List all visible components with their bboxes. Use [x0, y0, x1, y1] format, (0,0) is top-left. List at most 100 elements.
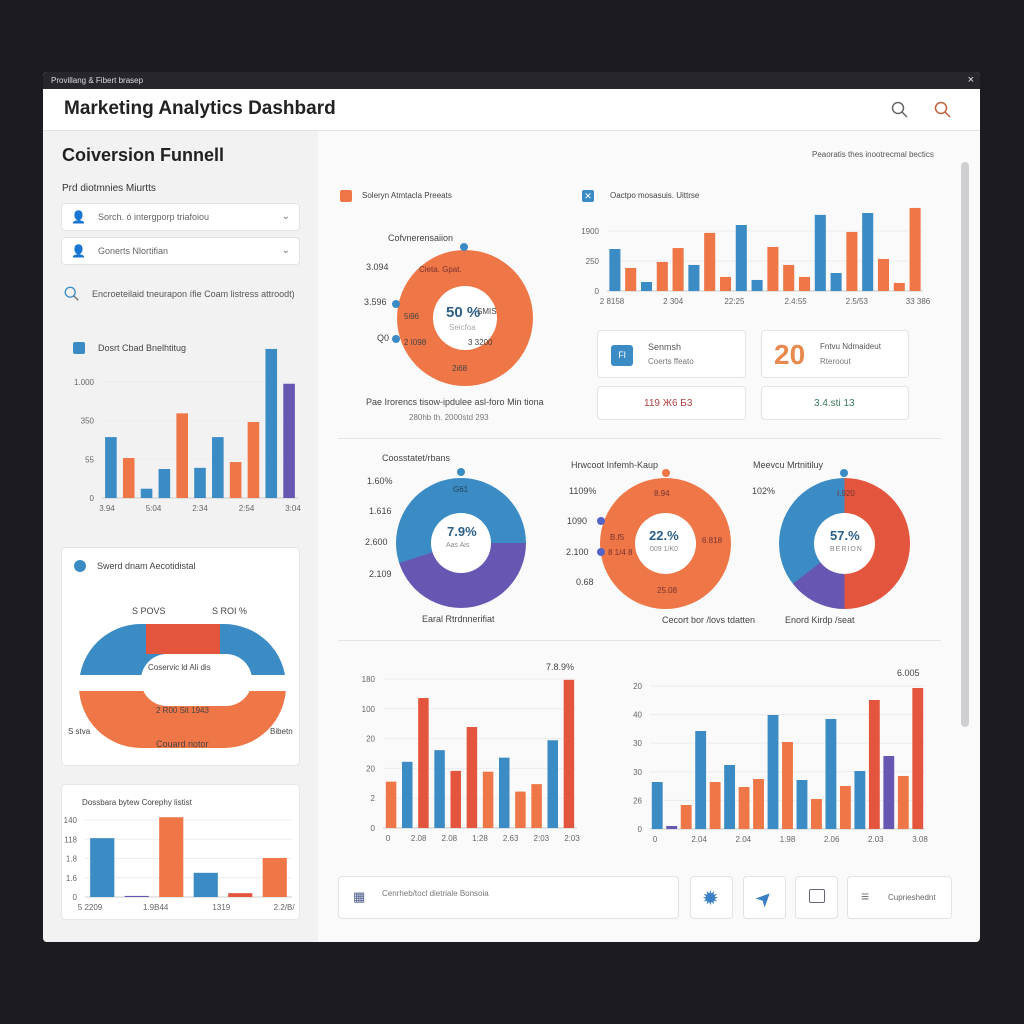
x-tick-label: 2.2/B/N — [274, 903, 295, 912]
donut-title: Cofvnerensaiion — [388, 233, 454, 243]
kpi-card[interactable]: 3.4.sti 13 — [761, 386, 909, 420]
donut-label: 2.109 — [369, 569, 392, 579]
screen-button[interactable] — [795, 876, 838, 919]
send-button[interactable]: ➤ — [743, 876, 786, 919]
bar — [825, 719, 837, 829]
bar — [751, 279, 763, 291]
x-tick-label: 1.9B44 — [143, 903, 169, 912]
donut-hole — [433, 286, 497, 350]
dropdown-1[interactable]: 👤 Sorch. ó intergporp triafoiou ⌄ — [61, 203, 300, 231]
search-bar[interactable]: ▦ Cenrheb/tocl dietriale Bonsoia — [338, 876, 679, 919]
y-tick-label: 30 — [633, 739, 642, 748]
x-tick-label: 2.4:55 — [784, 297, 807, 306]
bar-chart-left-bottom: 0 1.6 1.8 118 140 5 2209 1.9B44 1319 2.2/B/N — [64, 816, 295, 912]
y-tick-label: 1900 — [581, 227, 599, 236]
close-box-icon[interactable]: ✕ — [582, 190, 594, 202]
bar — [563, 679, 575, 828]
chevron-down-icon: ⌄ — [281, 211, 290, 222]
donut-center-value: 7.9% — [447, 524, 477, 539]
y-tick-label: 118 — [64, 835, 77, 844]
x-tick-label: 22:25 — [724, 297, 745, 306]
bar — [159, 817, 184, 897]
dropdown-value: Gonerts Nlortifian — [98, 246, 169, 256]
x-tick-label: 2.08 — [411, 834, 427, 843]
card-title: Oactpo mosasuis. Uittrse — [610, 191, 700, 200]
kpi-label: Senmsh — [648, 342, 682, 352]
x-tick-label: 3:04 — [285, 504, 301, 513]
bar — [666, 826, 678, 829]
settings-button[interactable]: ✹ — [690, 876, 733, 919]
chart-annotation: 7.8.9% — [546, 662, 575, 672]
kpi-card[interactable]: 119 Ж6 Б3 — [597, 386, 746, 420]
donut-center-sub: Aas Ais — [446, 542, 470, 549]
header: Marketing Analytics Dashbard — [43, 89, 980, 131]
bar-chart-top-right: 0 250 1900 2 8158 2 304 22:25 2.4:55 2.5/53 33 3… — [581, 207, 930, 306]
donut-label: I.920 — [837, 489, 855, 498]
kpi-card[interactable]: Fl Senmsh Coerts ffeato — [597, 330, 746, 378]
donut-label: 2.100 — [566, 547, 589, 557]
search-icon[interactable] — [890, 100, 910, 120]
funnel-label: S ROI % — [212, 606, 248, 616]
bar — [783, 264, 795, 291]
donut-label: 102% — [752, 486, 776, 496]
bar — [229, 462, 242, 498]
bar — [640, 282, 653, 291]
x-tick-label: 0 — [386, 834, 391, 843]
bar — [283, 383, 295, 498]
donut-title: Coosstatet/rbans — [382, 453, 451, 463]
x-tick-label: 2.04 — [691, 835, 707, 844]
close-icon[interactable]: × — [967, 74, 974, 86]
y-tick-label: 0 — [638, 825, 643, 834]
search-hint[interactable]: Encroeteilaid tneurapon ífie Coam listre… — [92, 289, 295, 299]
donut-label: 2i68 — [452, 364, 468, 373]
funnel-card: Swerd dnam Aecotidistal S POVS S ROI % C… — [61, 547, 300, 766]
card-title: Soleryn Atmtacla Preeats — [362, 191, 452, 200]
bar — [418, 698, 429, 828]
bar — [680, 805, 692, 829]
kpi-value: 119 Ж6 Б3 — [644, 398, 693, 409]
x-tick-label: 2.63 — [503, 834, 519, 843]
send-icon: ➤ — [751, 885, 779, 913]
divider — [338, 438, 941, 439]
bar — [846, 231, 858, 291]
chart-annotation: 6.005 — [897, 668, 920, 678]
bar — [735, 225, 747, 291]
bar — [893, 282, 905, 291]
monitor-icon — [809, 889, 825, 903]
bar — [767, 246, 779, 291]
search-icon[interactable] — [933, 100, 953, 120]
donut-label: 3 3200 — [468, 338, 493, 347]
bar — [105, 437, 117, 498]
funnel-caption: Couard riotor — [156, 739, 209, 749]
bar — [140, 488, 153, 498]
y-tick-label: 26 — [633, 796, 642, 805]
donut-label: Q0 — [377, 333, 390, 343]
menu-button[interactable]: ≡ Cuprieshednt — [847, 876, 952, 919]
y-tick-label: 30 — [633, 768, 642, 777]
bar-chart-bottom-left: 0 2 20 20 100 180 0 2.08 2.08 1:28 2.63 2:03 2:03 — [362, 675, 581, 843]
search-icon[interactable] — [63, 285, 81, 303]
donut-label: B.f5 — [610, 533, 625, 542]
dropdown-2[interactable]: 👤 Gonerts Nlortifian ⌄ — [61, 237, 300, 265]
top-note[interactable]: Peaoratis thes inootrecmal bectics — [812, 150, 934, 159]
donut-hole — [635, 513, 696, 574]
marker-dot — [392, 300, 400, 308]
donut-caption: Enord Kirdp /seat — [785, 615, 855, 625]
donut-label: 8 1/4 8 — [608, 548, 633, 557]
bar — [124, 895, 149, 897]
bar — [695, 731, 707, 829]
bar — [897, 776, 909, 829]
kpi-card[interactable]: 20 Fntvu Ndmaideut Rteroout — [761, 330, 909, 378]
scrollbar[interactable] — [961, 162, 969, 727]
marker-dot — [597, 517, 605, 525]
x-tick-label: 1:28 — [472, 834, 488, 843]
chart-icon — [73, 342, 85, 354]
marker-dot — [392, 335, 400, 343]
app-title: Marketing Analytics Dashbard — [64, 98, 336, 119]
legend-swatch — [340, 190, 352, 202]
donut-caption: Cecort bor /lovs tdatten — [662, 615, 756, 625]
donut-caption: Pae Irorencs tisow-ipdulee asl-foro Min … — [366, 397, 544, 407]
bar — [212, 437, 224, 498]
x-tick-label: 2.04 — [736, 835, 752, 844]
kpi-value: 20 — [774, 339, 806, 370]
